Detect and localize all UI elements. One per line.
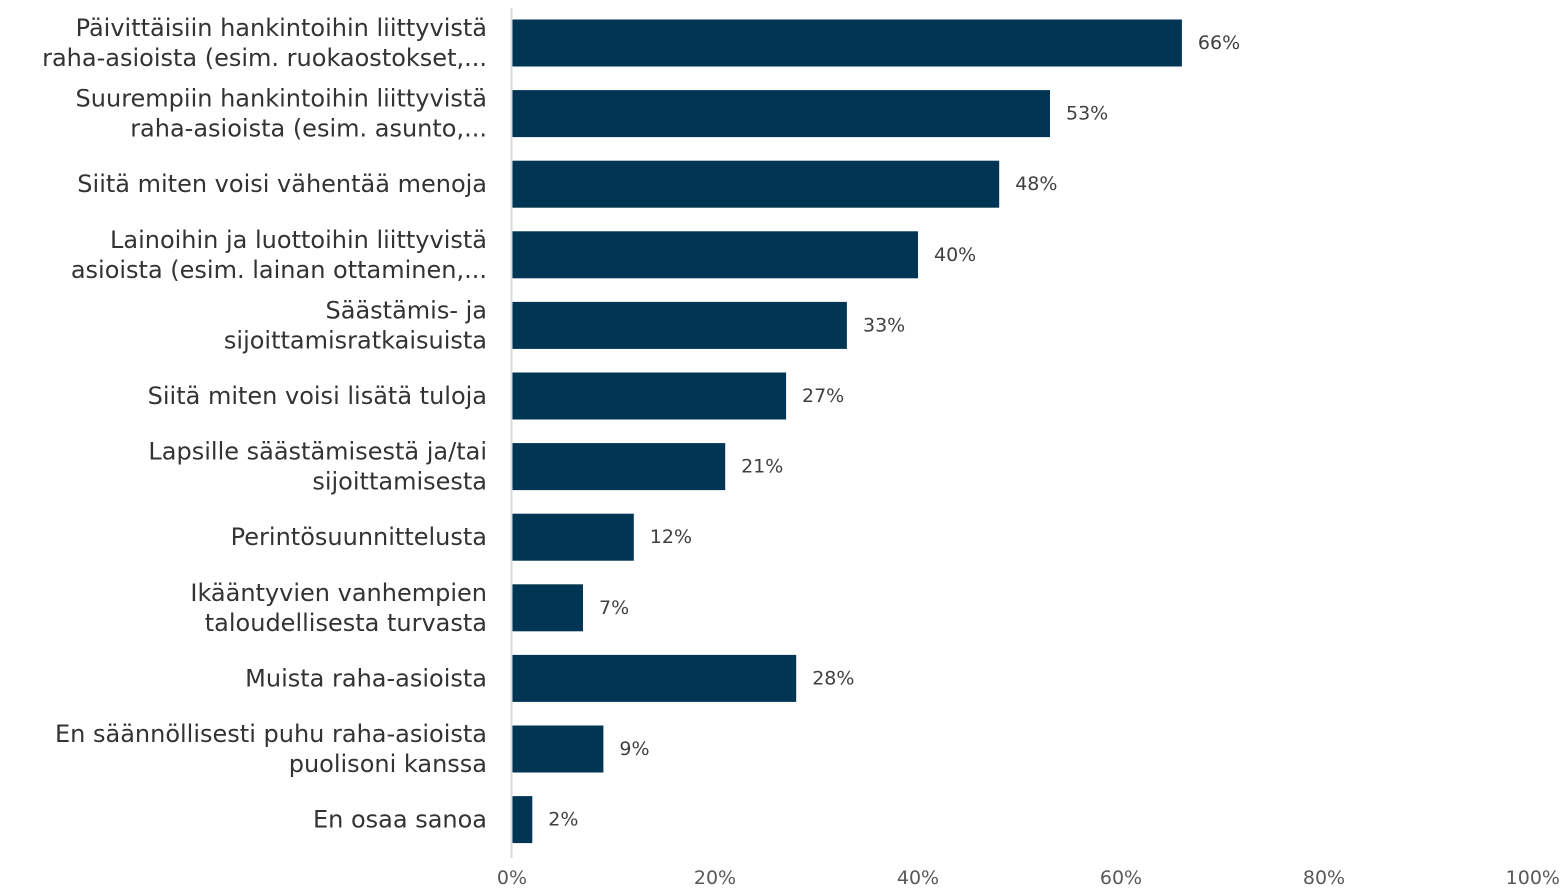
x-tick-label-1: 20%	[694, 867, 736, 888]
value-label-2: 48%	[1015, 173, 1057, 195]
category-label-3: Lainoihin ja luottoihin liittyvistä asioi…	[71, 226, 487, 284]
value-label-6: 21%	[741, 456, 783, 478]
category-labels: Päivittäisiin hankintoihin liittyvistä ra…	[42, 14, 487, 834]
value-label-5: 27%	[802, 385, 844, 407]
bar-1	[512, 90, 1050, 138]
bar-3	[512, 231, 918, 279]
category-label-8: Ikääntyvien vanhempien taloudellisesta tu…	[190, 579, 487, 637]
category-label-line: En säännöllisesti puhu raha-asioista	[55, 720, 487, 748]
category-label-line: Suurempiin hankintoihin liittyvistä	[76, 85, 487, 113]
category-label-0: Päivittäisiin hankintoihin liittyvistä ra…	[42, 14, 487, 72]
value-label-1: 53%	[1066, 103, 1108, 125]
x-tick-label-3: 60%	[1100, 867, 1142, 888]
bar-4	[512, 301, 847, 349]
category-label-line: asioista (esim. lainan ottaminen,...	[71, 256, 487, 284]
x-tick-label-0: 0%	[497, 867, 527, 888]
bar-6	[512, 443, 726, 491]
category-label-2: Siitä miten voisi vähentää menoja	[77, 170, 487, 198]
category-label-10: En säännöllisesti puhu raha-asioista puol…	[55, 720, 487, 778]
category-label-line: sijoittamisratkaisuista	[224, 326, 487, 354]
value-label-0: 66%	[1198, 32, 1240, 54]
category-label-9: Muista raha-asioista	[245, 664, 487, 692]
category-label-1: Suurempiin hankintoihin liittyvistä raha-…	[76, 85, 487, 143]
x-axis: 0% 20% 40% 60% 80% 100%	[497, 8, 1560, 888]
bar-7	[512, 513, 634, 561]
category-label-line: Säästämis- ja	[326, 296, 487, 324]
x-tick-label-2: 40%	[897, 867, 939, 888]
value-label-10: 9%	[619, 738, 649, 760]
bar-5	[512, 372, 787, 420]
category-label-7: Perintösuunnittelusta	[231, 523, 487, 551]
category-label-line: Siitä miten voisi lisätä tuloja	[148, 382, 487, 410]
bars-layer	[512, 19, 1182, 844]
bar-2	[512, 160, 1000, 208]
x-tick-label-4: 80%	[1303, 867, 1345, 888]
category-label-line: Lapsille säästämisestä ja/tai	[148, 438, 487, 466]
category-label-4: Säästämis- ja sijoittamisratkaisuista	[224, 296, 487, 354]
category-label-line: En osaa sanoa	[313, 806, 487, 834]
category-label-line: Päivittäisiin hankintoihin liittyvistä	[76, 14, 487, 42]
value-label-4: 33%	[863, 314, 905, 336]
value-label-9: 28%	[812, 667, 854, 689]
category-label-5: Siitä miten voisi lisätä tuloja	[148, 382, 487, 410]
bar-8	[512, 584, 583, 632]
category-label-line: Lainoihin ja luottoihin liittyvistä	[110, 226, 487, 254]
bar-0	[512, 19, 1182, 67]
category-label-6: Lapsille säästämisestä ja/tai sijoittamis…	[148, 438, 487, 496]
category-label-line: Muista raha-asioista	[245, 664, 487, 692]
category-label-line: Siitä miten voisi vähentää menoja	[77, 170, 487, 198]
value-label-11: 2%	[548, 809, 578, 831]
category-label-11: En osaa sanoa	[313, 806, 487, 834]
category-label-line: raha-asioista (esim. ruokaostokset,...	[42, 44, 487, 72]
bar-11	[512, 796, 533, 844]
bar-9	[512, 654, 797, 702]
bar-10	[512, 725, 604, 773]
x-tick-label-5: 100%	[1506, 867, 1560, 888]
value-label-8: 7%	[599, 597, 629, 619]
category-label-line: puolisoni kanssa	[289, 750, 487, 778]
category-label-line: Perintösuunnittelusta	[231, 523, 487, 551]
value-label-3: 40%	[934, 244, 976, 266]
value-labels: 66% 53% 48% 40% 33% 27% 21% 12% 7% 28% 9% 2%	[548, 32, 1240, 831]
category-label-line: taloudellisesta turvasta	[205, 609, 487, 637]
category-label-line: raha-asioista (esim. asunto,...	[130, 115, 487, 143]
category-label-line: sijoittamisesta	[312, 468, 487, 496]
value-label-7: 12%	[650, 526, 692, 548]
category-label-line: Ikääntyvien vanhempien	[190, 579, 487, 607]
